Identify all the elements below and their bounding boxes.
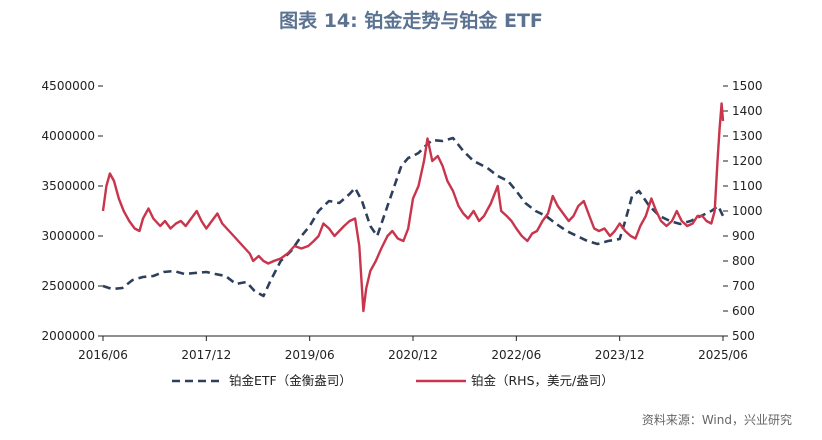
source-note: 资料来源：Wind，兴业研究 (642, 412, 792, 427)
y-right-tick-label: 1400 (732, 104, 763, 118)
y-left-tick-label: 2000000 (42, 329, 95, 343)
y-right-tick-label: 800 (732, 254, 755, 268)
y-right-tick-label: 1200 (732, 154, 763, 168)
legend-label-platinum: 铂金（RHS，美元/盎司） (471, 373, 614, 388)
y-right-tick-label: 600 (732, 304, 755, 318)
x-tick-label: 2023/12 (595, 348, 645, 362)
y-left-tick-label: 4000000 (42, 129, 95, 143)
series-group (101, 102, 725, 313)
x-tick-label: 2019/06 (285, 348, 335, 362)
y-right-tick-label: 700 (732, 279, 755, 293)
legend: 铂金ETF（金衡盎司） 铂金（RHS，美元/盎司） (172, 373, 614, 388)
y-right-tick-label: 1300 (732, 129, 763, 143)
x-tick-label: 2017/12 (181, 348, 231, 362)
x-tick-label: 2022/06 (491, 348, 541, 362)
y-left-tick-label: 2500000 (42, 279, 95, 293)
y-right-tick-label: 1500 (732, 79, 763, 93)
y-left-tick-label: 3500000 (42, 179, 95, 193)
y-right-tick-label: 1100 (732, 179, 763, 193)
series-line-platinum (101, 102, 725, 313)
y-left-tick-label: 4500000 (42, 79, 95, 93)
y-right-tick-label: 1000 (732, 204, 763, 218)
y-left-tick-label: 3000000 (42, 229, 95, 243)
x-tick-label: 2016/06 (78, 348, 128, 362)
y-axis-right-ticks: 500 600 700 800 900 1000 1100 1200 1300 1400 1500 (723, 79, 763, 343)
y-axis-left-ticks: 2000000 2500000 3000000 3500000 4000000 45000… (42, 79, 103, 343)
y-right-tick-label: 900 (732, 229, 755, 243)
y-right-tick-label: 500 (732, 329, 755, 343)
legend-label-etf: 铂金ETF（金衡盎司） (229, 373, 352, 388)
series-line-etf (102, 136, 725, 298)
chart-title: 图表 14: 铂金走势与铂金 ETF (279, 9, 543, 32)
x-tick-label: 2020/12 (388, 348, 438, 362)
x-tick-label: 2025/06 (698, 348, 748, 362)
x-axis-ticks: 2016/06 2017/12 2019/06 2020/12 2022/06 2023/… (78, 336, 748, 362)
